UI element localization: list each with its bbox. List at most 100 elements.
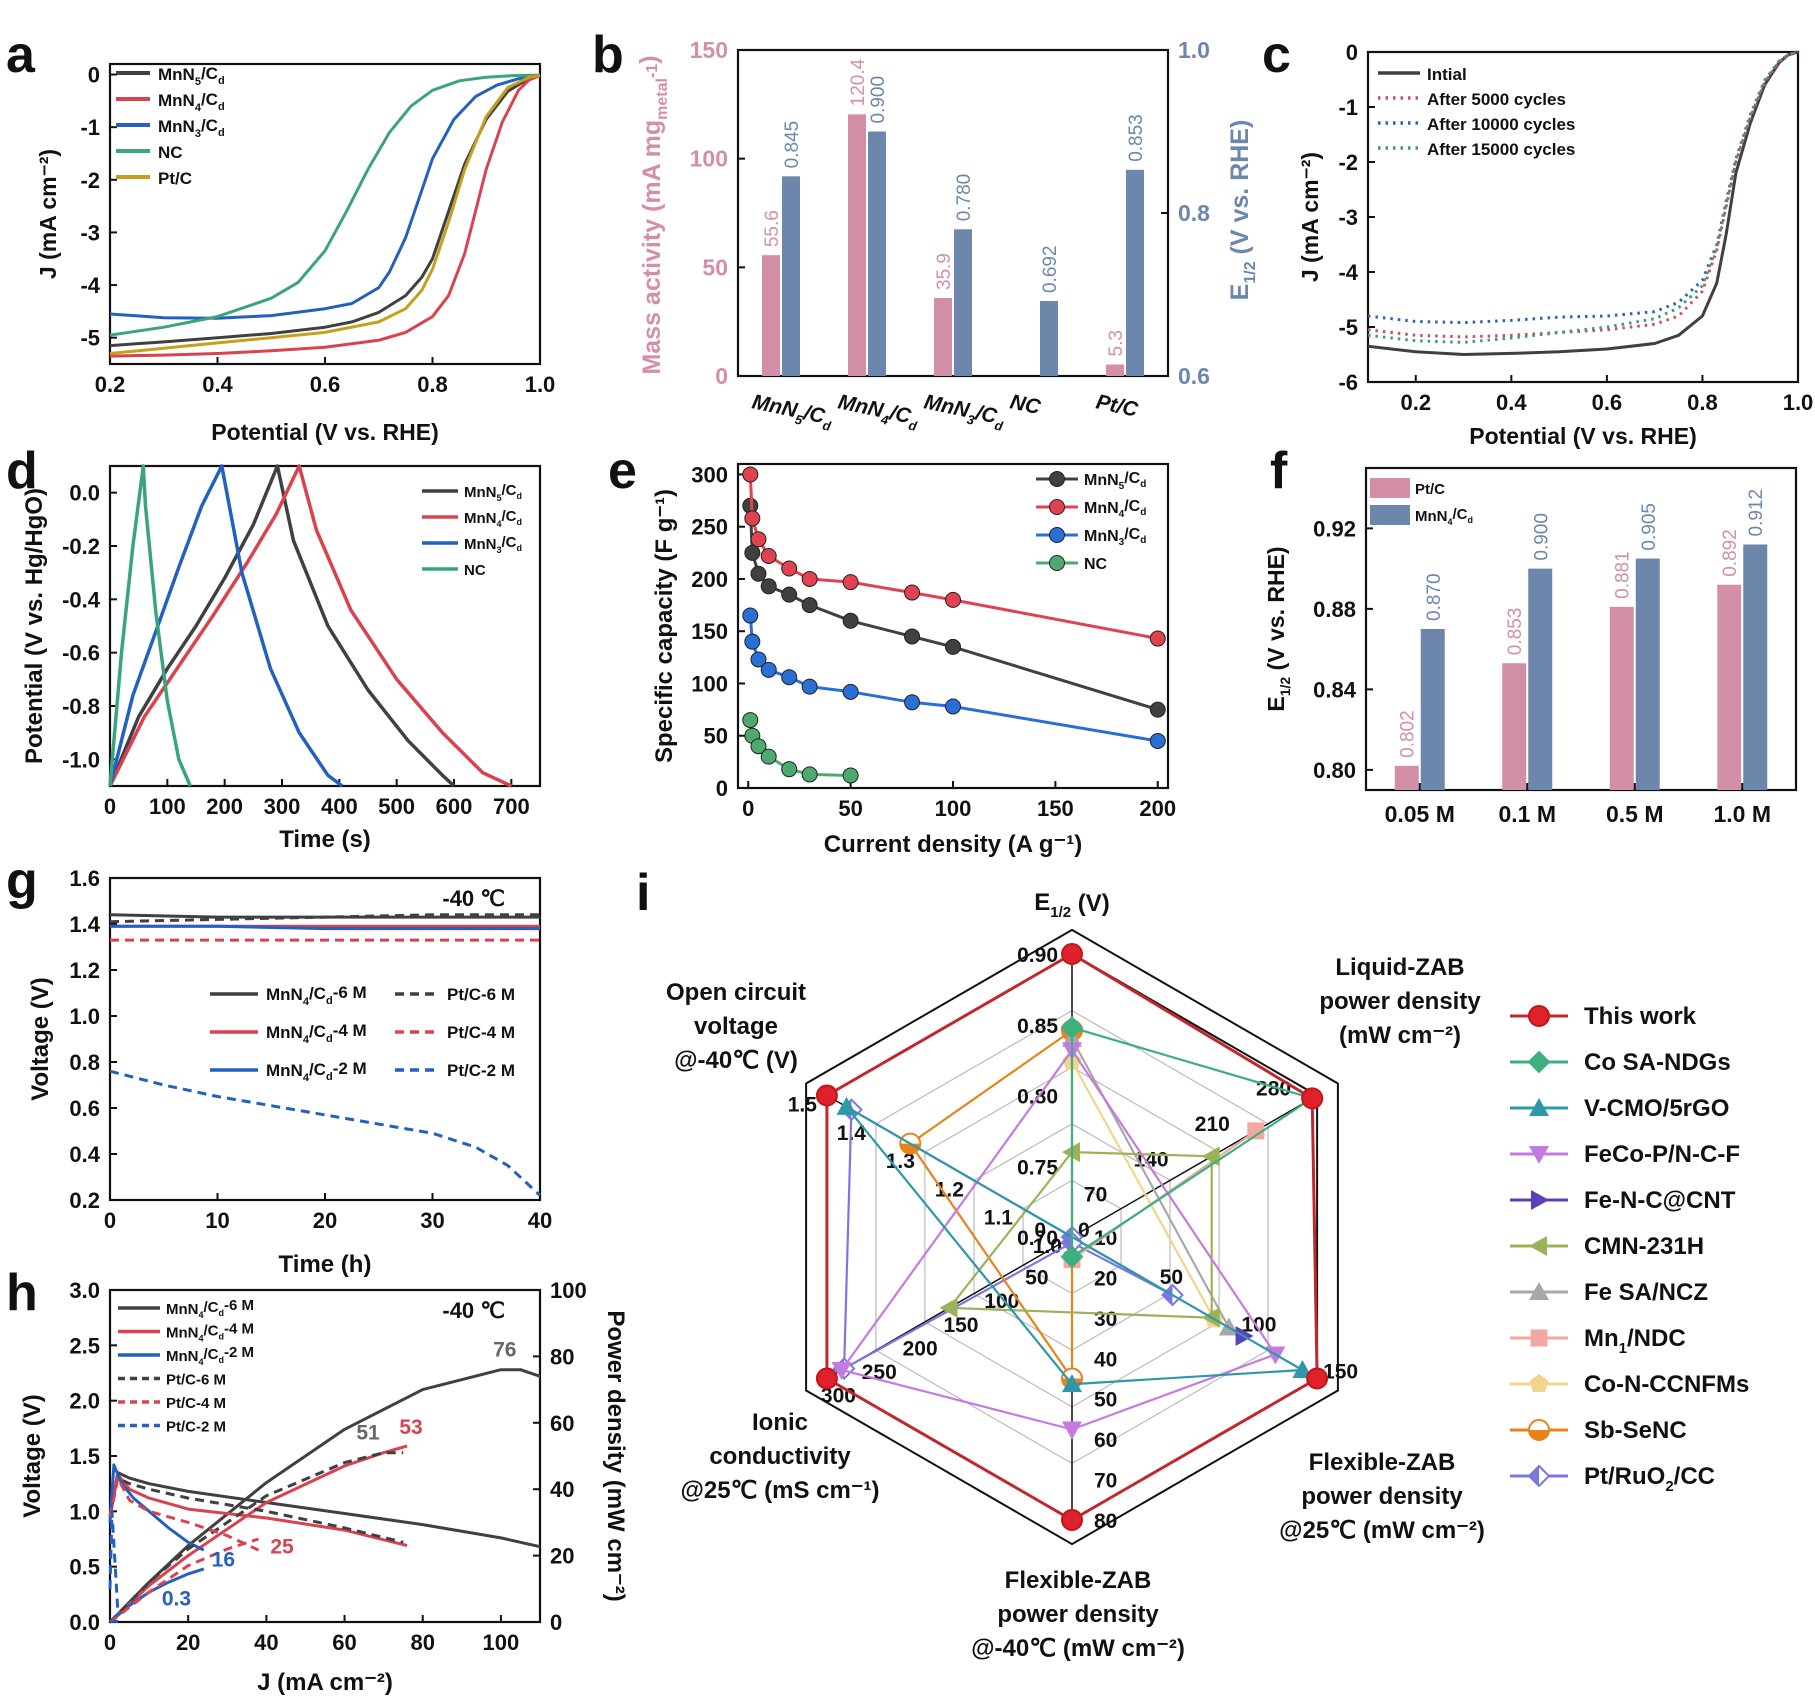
- panel-letter-h: h: [6, 1264, 38, 1322]
- text-span: /C: [201, 90, 218, 109]
- radar-series-V-CMO/5rGO: [845, 1105, 1307, 1386]
- x-axis-label: Time (s): [279, 826, 371, 853]
- data-point-NC: [750, 738, 767, 755]
- radar-spoke: [1071, 1094, 1318, 1238]
- radar-tick-label: 0: [1034, 1219, 1046, 1242]
- legend-label: MnN5/Cd: [158, 64, 225, 88]
- text-span: Pt/C-2 M: [166, 1419, 226, 1436]
- category-label: Pt/C: [1094, 390, 1141, 421]
- legend-marker: [1049, 499, 1065, 515]
- text-span: d: [218, 75, 225, 87]
- bar-label-mass-activity: 55.6: [762, 210, 783, 247]
- y-tick-label: -3: [1338, 205, 1358, 230]
- radar-tick-label: 0: [1078, 1219, 1090, 1242]
- text-span: 1/2: [1050, 904, 1071, 921]
- radar-tick-label: 1.5: [788, 1094, 818, 1117]
- legend-label: NC: [464, 562, 486, 579]
- bar-e-half: [1126, 169, 1144, 376]
- legend-marker: [1531, 1190, 1549, 1210]
- legend-label: Pt/C-4 M: [447, 1023, 515, 1042]
- legend-label: MnN3/Cd: [464, 534, 522, 555]
- radar-axis-title: @25℃ (mW cm⁻²): [1279, 1517, 1485, 1544]
- power-curve-MnN4/Cd-4 M: [108, 1444, 408, 1624]
- y-tick-label: 150: [691, 619, 728, 644]
- radar-tick-label: 30: [1094, 1308, 1117, 1331]
- text-span: MnN: [1084, 500, 1119, 517]
- series-line-MnN4/Cd: [748, 474, 1159, 640]
- text-span: Fe SA/NCZ: [1584, 1279, 1708, 1306]
- bar-value-label: 0.802: [1398, 710, 1419, 758]
- data-label: 51: [356, 1421, 380, 1444]
- radar-point-This work: [1061, 1509, 1083, 1531]
- temperature-annotation: -40 ℃: [442, 886, 505, 911]
- y-tick-label: -5: [80, 326, 100, 351]
- y-tick-label: 0.8: [69, 1050, 100, 1075]
- radar-tick-label: 100: [1241, 1313, 1276, 1336]
- y-tick-label-right: 0.6: [1178, 363, 1210, 389]
- series-line-NC: [109, 73, 541, 337]
- text-span: E: [1226, 284, 1254, 301]
- y-tick-label: 1.2: [69, 958, 100, 983]
- text-span: power density: [997, 1601, 1159, 1628]
- y-tick-label: 2.0: [69, 1389, 100, 1414]
- text-span: /C: [309, 1060, 326, 1079]
- plot-frame: [736, 48, 1170, 378]
- legend-label: MnN4/Cd: [1415, 506, 1473, 527]
- text-span: (V vs. RHE): [1226, 120, 1254, 262]
- data-point-MnN4/Cd: [904, 584, 921, 601]
- x-tick-label: 300: [264, 794, 301, 819]
- data-point-MnN3/Cd: [781, 669, 798, 686]
- radar-tick-label: 200: [903, 1337, 938, 1360]
- y-tick-label: -1: [1338, 95, 1358, 120]
- series-line-MnN3/Cd: [108, 464, 344, 788]
- legend-label: Pt/RuO2/CC: [1584, 1463, 1715, 1495]
- panel-f: 0.80 0.84 0.88 0.92 0.802 0.870 0.05 M 0.853 0.9…: [1263, 466, 1798, 827]
- legend-label: Intial: [1427, 65, 1467, 84]
- legend-swatch: [1370, 478, 1410, 498]
- text-span: ): [635, 55, 663, 63]
- radar-point-Co SA-NDGs: [1060, 1245, 1084, 1269]
- radar-tick-label: 1.0: [1033, 1235, 1062, 1258]
- panel-letter-c: c: [1262, 26, 1291, 84]
- text-span: /C: [1124, 470, 1140, 487]
- x-tick-label: 10: [205, 1208, 229, 1233]
- text-span: (V): [1071, 890, 1110, 917]
- text-span: MnN: [266, 1061, 303, 1080]
- data-point-MnN5/Cd: [750, 565, 767, 582]
- text-span: metal: [654, 78, 671, 120]
- bar-e-half: [782, 176, 800, 376]
- panel-i: 0.700.750.800.850.9007014021028005010015…: [666, 889, 1749, 1662]
- data-point-NC: [781, 761, 798, 778]
- x-tick-label: 100: [149, 794, 186, 819]
- x-tick-label: 0.8: [1687, 390, 1718, 415]
- category-label: MnN4/Cd: [835, 390, 922, 434]
- y-tick-label: 300: [691, 462, 728, 487]
- data-point-MnN3/Cd: [750, 651, 767, 668]
- series-line-MnN5/Cd: [108, 464, 456, 788]
- text-span: ⁻²): [1156, 1635, 1185, 1662]
- text-span: /CC: [1674, 1463, 1715, 1490]
- text-span: /C: [204, 1346, 219, 1363]
- y-tick-label: -4: [1338, 260, 1358, 285]
- text-span: Flexible-ZAB: [1309, 1449, 1456, 1476]
- radar-tick-label: 1.2: [935, 1178, 964, 1201]
- x-tick-label: 0.4: [202, 372, 233, 397]
- y-tick-label: -0.8: [62, 694, 100, 719]
- text-span: MnN: [464, 536, 497, 553]
- bar-Pt/C: [1394, 765, 1419, 790]
- radar-tick-label: 1.1: [984, 1207, 1014, 1230]
- y-tick-label-left: 50: [702, 254, 728, 280]
- text-span: 3: [497, 545, 502, 555]
- y-tick-label: 60: [550, 1411, 574, 1436]
- bar-value-label: 0.912: [1746, 489, 1767, 537]
- text-span: d: [219, 1355, 225, 1365]
- y-axis-label: Specific capacity (F g⁻¹): [651, 489, 678, 763]
- y-tick-label: -2: [1338, 150, 1358, 175]
- y-tick-label: 250: [691, 515, 728, 540]
- text-span: /C: [204, 1299, 219, 1316]
- radar-point-FeCo-P/N-C-F: [831, 1362, 852, 1381]
- text-span: NC: [464, 562, 486, 579]
- bar-e-half: [1040, 301, 1058, 376]
